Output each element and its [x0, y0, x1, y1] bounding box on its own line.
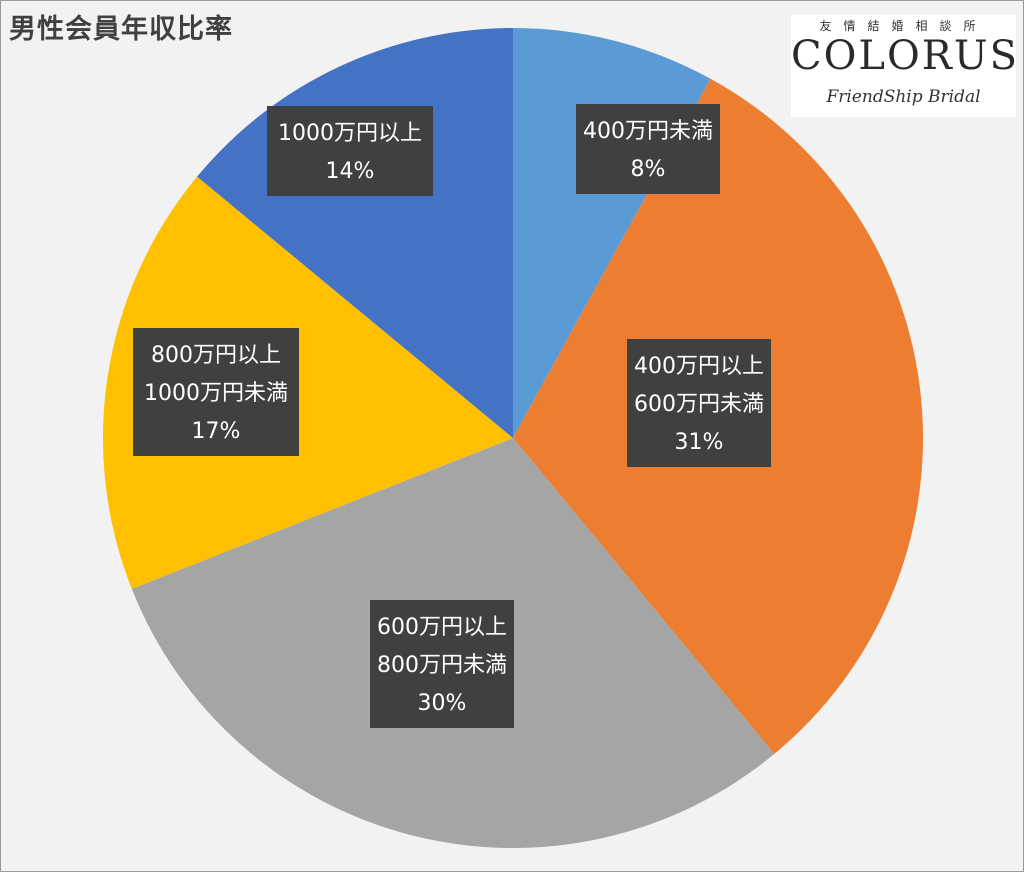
data-label-category: 1000万円未満: [144, 381, 288, 406]
data-label-box: [267, 106, 433, 196]
logo-tagline: 友情結婚相談所: [819, 19, 988, 33]
data-label-box: [576, 104, 720, 194]
logo-subtitle: FriendShip Bridal: [826, 87, 981, 107]
data-label-box: [370, 600, 514, 728]
data-label-percent: 31%: [675, 430, 724, 455]
data-label-category: 800万円未満: [377, 653, 507, 678]
data-label-category: 800万円以上: [151, 343, 281, 368]
data-label-percent: 14%: [326, 159, 375, 184]
data-label-percent: 17%: [192, 419, 241, 444]
data-label-category: 600万円以上: [377, 615, 507, 640]
data-label-category: 400万円以上: [634, 354, 764, 379]
data-label-over-1000: 1000万円以上 14%: [267, 106, 433, 196]
brand-logo: 友情結婚相談所 COLORUS FriendShip Bridal: [791, 15, 1019, 117]
data-label-box: [133, 328, 299, 456]
data-label-400-600: 400万円以上 600万円未満 31%: [627, 339, 771, 467]
data-label-category: 600万円未満: [634, 392, 764, 417]
chart-title: 男性会員年収比率: [9, 14, 233, 45]
logo-wordmark: COLORUS: [791, 33, 1019, 79]
data-label-percent: 30%: [418, 691, 467, 716]
data-label-under-400: 400万円未満 8%: [576, 104, 720, 194]
data-label-800-1000: 800万円以上 1000万円未満 17%: [133, 328, 299, 456]
data-label-600-800: 600万円以上 800万円未満 30%: [370, 600, 514, 728]
data-label-category: 400万円未満: [583, 119, 713, 144]
pie-slice-800-1000: [103, 176, 514, 589]
data-label-category: 1000万円以上: [278, 121, 422, 146]
data-label-percent: 8%: [631, 157, 666, 182]
data-label-box: [627, 339, 771, 467]
